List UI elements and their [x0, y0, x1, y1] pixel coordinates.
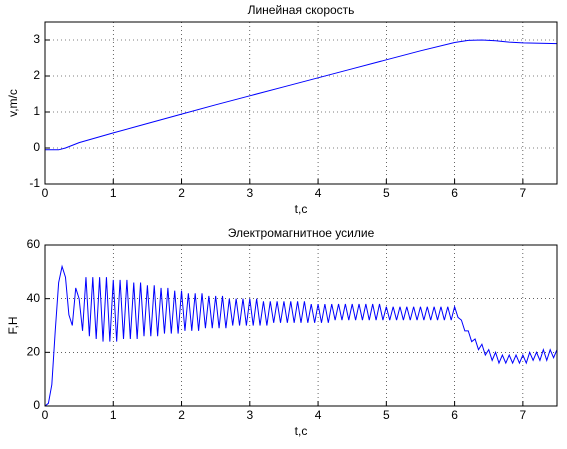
- x-tick-label: 5: [383, 408, 390, 422]
- x-tick-label: 3: [246, 186, 253, 200]
- chart-title: Линейная скорость: [248, 3, 355, 17]
- data-line: [45, 39, 558, 151]
- y-axis-label: v,m/c: [6, 89, 20, 117]
- x-tick-label: 1: [110, 186, 117, 200]
- x-tick-label: 4: [315, 186, 322, 200]
- x-tick-label: 5: [383, 186, 390, 200]
- y-tick-label: 3: [33, 32, 40, 46]
- x-tick-label: 4: [315, 408, 322, 422]
- y-tick-label: 0: [33, 398, 40, 412]
- data-line: [44, 264, 558, 407]
- y-axis-label: F,H: [6, 317, 20, 335]
- x-axis-label: t,c: [295, 424, 308, 438]
- y-tick-label: 20: [27, 345, 41, 359]
- x-tick-label: 7: [520, 186, 527, 200]
- y-tick-label: 0: [33, 140, 40, 154]
- x-axis-label: t,c: [295, 202, 308, 216]
- y-tick-label: -1: [29, 176, 40, 190]
- y-tick-label: 40: [27, 291, 41, 305]
- plot-area: [45, 245, 557, 406]
- x-tick-label: 3: [246, 408, 253, 422]
- y-tick-label: 1: [33, 104, 40, 118]
- axes-frame: [44, 244, 558, 407]
- x-tick-label: 1: [110, 408, 117, 422]
- y-tick-label: 60: [27, 237, 41, 251]
- axes-frame: [44, 21, 558, 185]
- x-tick-label: 0: [42, 186, 49, 200]
- x-tick-label: 6: [451, 408, 458, 422]
- x-tick-label: 6: [451, 186, 458, 200]
- x-tick-label: 2: [178, 408, 185, 422]
- x-tick-label: 2: [178, 186, 185, 200]
- plot-area: [45, 22, 557, 184]
- y-tick-label: 2: [33, 68, 40, 82]
- x-tick-label: 7: [520, 408, 527, 422]
- chart-title: Электромагнитное усилие: [228, 226, 375, 240]
- x-tick-label: 0: [42, 408, 49, 422]
